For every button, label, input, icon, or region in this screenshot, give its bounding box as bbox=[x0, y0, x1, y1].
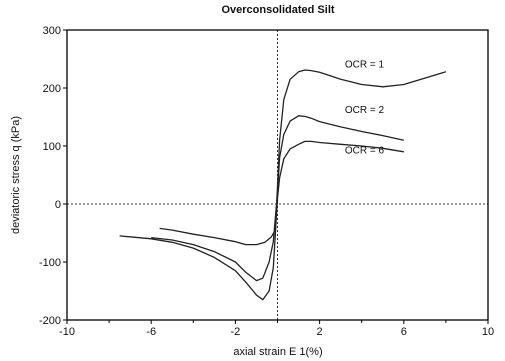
annotations: OCR = 1 OCR = 2 OCR = 6 bbox=[345, 60, 385, 157]
y-tick-label: 300 bbox=[43, 25, 61, 37]
x-axis-label: axial strain E 1(%) bbox=[233, 346, 322, 358]
y-tick-label: -200 bbox=[39, 315, 61, 327]
series-line-ocr2 bbox=[151, 115, 404, 282]
chart-title: Overconsolidated Silt bbox=[221, 4, 334, 16]
x-tick-label: -6 bbox=[146, 326, 156, 338]
x-tick-label: 6 bbox=[401, 326, 407, 338]
y-tick-label: 200 bbox=[43, 83, 61, 95]
curve-label: OCR = 1 bbox=[345, 60, 385, 71]
x-axis: -10 -6 -2 2 6 10 bbox=[59, 320, 494, 338]
y-axis: -200 -100 0 100 200 300 bbox=[39, 25, 67, 327]
series-line-ocr6 bbox=[119, 140, 404, 301]
y-tick-label: 0 bbox=[55, 199, 61, 211]
curve-label: OCR = 2 bbox=[345, 105, 385, 116]
y-axis-label: deviatoric stress q (kPa) bbox=[10, 116, 22, 234]
series-line-ocr1 bbox=[159, 69, 447, 246]
data-series bbox=[119, 69, 447, 301]
y-tick-label: -100 bbox=[39, 257, 61, 269]
x-tick-label: 10 bbox=[482, 326, 494, 338]
x-tick-label: -2 bbox=[231, 326, 241, 338]
x-tick-label: 2 bbox=[317, 326, 323, 338]
curve-label: OCR = 6 bbox=[345, 146, 385, 157]
x-tick-label: -10 bbox=[59, 326, 75, 338]
y-tick-label: 100 bbox=[43, 141, 61, 153]
